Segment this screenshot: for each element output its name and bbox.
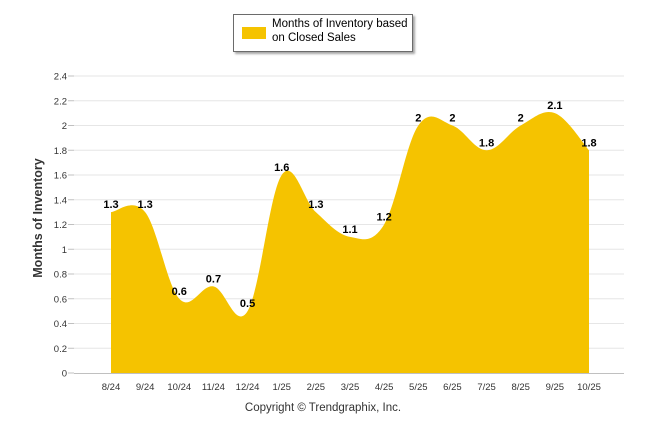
y-tick-label: 0	[62, 369, 67, 380]
y-tick-label: 1.2	[54, 220, 67, 231]
data-label: 0.5	[240, 298, 255, 310]
y-tick-label: 2.2	[54, 96, 67, 107]
y-tick-label: 0.2	[54, 344, 67, 355]
y-tick-label: 0.4	[54, 319, 67, 330]
y-tick-label: 1.6	[54, 171, 67, 182]
data-label: 0.6	[172, 286, 187, 298]
x-tick-label: 7/25	[477, 382, 496, 393]
area-layer	[111, 112, 589, 373]
data-label: 1.8	[479, 137, 494, 149]
y-tick-label: 2.4	[54, 72, 67, 83]
data-label: 2	[415, 113, 421, 125]
x-tick-label: 10/25	[577, 382, 601, 393]
x-tick-label: 8/25	[511, 382, 530, 393]
data-label: 1.6	[274, 162, 289, 174]
data-label: 1.3	[137, 199, 152, 211]
x-tick-label: 3/25	[341, 382, 360, 393]
data-label: 2	[518, 113, 524, 125]
y-tick-label: 1.8	[54, 146, 67, 157]
x-tick-label: 5/25	[409, 382, 428, 393]
legend: Months of Inventory based on Closed Sale…	[233, 14, 413, 52]
x-tick-label: 1/25	[272, 382, 291, 393]
data-label: 1.3	[308, 199, 323, 211]
x-tick-label: 12/24	[236, 382, 260, 393]
x-tick-label: 11/24	[202, 382, 225, 393]
data-label: 0.7	[206, 273, 221, 285]
x-tick-label: 9/24	[136, 382, 155, 393]
y-axis-title: Months of Inventory	[31, 158, 45, 278]
legend-swatch	[242, 27, 266, 39]
y-tick-label: 0.8	[54, 270, 67, 281]
y-tick-label: 0.6	[54, 294, 67, 305]
x-tick-label: 6/25	[443, 382, 462, 393]
copyright-text: Copyright © Trendgraphix, Inc.	[244, 402, 402, 414]
data-labels: 1.3 1.3 0.6 0.7 0.5 1.6 1.3 1.1 1.2 2 2 1.8 2 2.1 1.8	[103, 100, 596, 310]
data-label: 2.1	[547, 100, 562, 112]
data-label: 1.1	[342, 224, 357, 236]
x-tick-label: 2/25	[307, 382, 326, 393]
y-tick-label: 1.4	[54, 195, 67, 206]
legend-label: Months of Inventory based on Closed Sale…	[272, 18, 408, 44]
x-tick-labels: 8/24 9/24 10/24 11/24 12/24 1/25 2/25 3/25 4/25 5…	[102, 382, 601, 393]
y-tick-labels: 0 0.2 0.4 0.6 0.8 1 1.2 1.4 1.6 1.8 2 2.2 2.4	[54, 72, 67, 380]
x-tick-label: 8/24	[102, 382, 121, 393]
x-tick-label: 4/25	[375, 382, 394, 393]
area-series	[111, 112, 589, 373]
data-label: 2	[449, 113, 455, 125]
data-label: 1.2	[376, 212, 391, 224]
data-label: 1.8	[581, 137, 596, 149]
x-tick-label: 9/25	[546, 382, 565, 393]
y-tick-label: 1	[62, 245, 67, 256]
x-tick-label: 10/24	[167, 382, 191, 393]
data-label: 1.3	[103, 199, 118, 211]
y-tick-label: 2	[62, 121, 67, 132]
